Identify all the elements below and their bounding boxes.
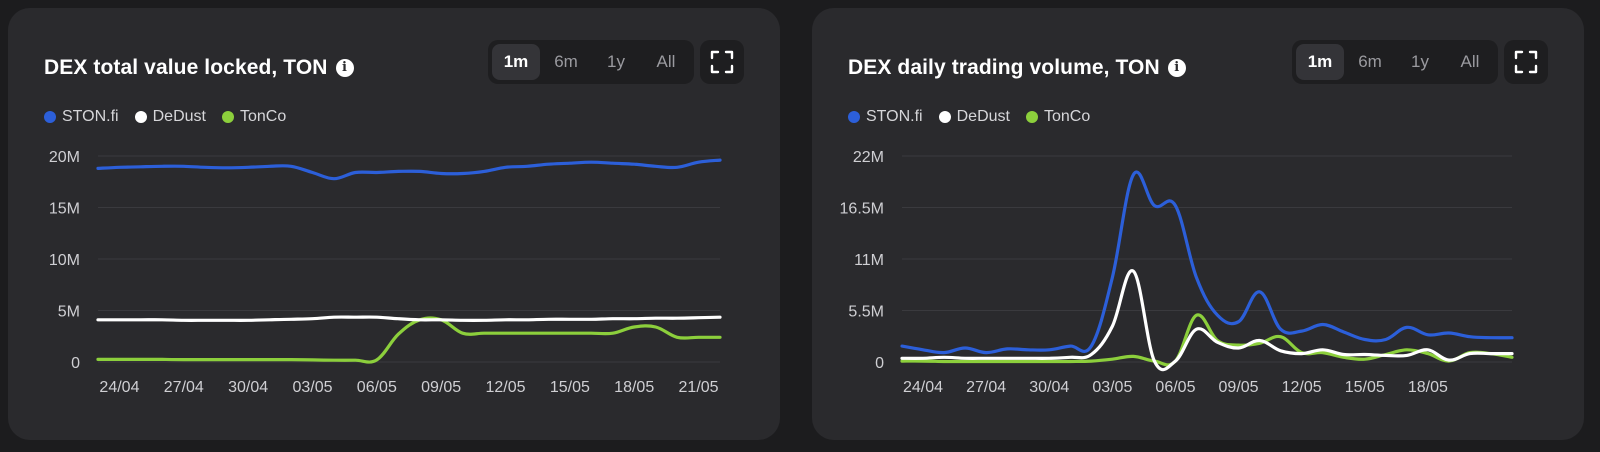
x-tick-label: 21/05 [679, 379, 719, 396]
legend-dot-ston-fi [848, 111, 860, 123]
tvl-period-selector: 1m 6m 1y All [488, 40, 694, 84]
period-all-button[interactable]: All [656, 52, 676, 71]
legend-label: DeDust [956, 108, 1010, 125]
y-tick-label: 16.5M [840, 201, 884, 218]
period-1y-button[interactable]: 1y [1411, 52, 1429, 71]
legend-dot-dedust [134, 111, 147, 123]
info-icon[interactable]: i [1167, 59, 1186, 77]
tvl-line-chart: 0 5M 10M 15M 20M 24/04 27/04 30/04 03/05 06/05 09/… [49, 149, 722, 396]
x-tick-label: 24/04 [903, 379, 943, 396]
volume-title-text: DEX daily trading volume, TON [848, 56, 1160, 79]
legend-label: TonCo [239, 108, 287, 125]
y-tick-label: 11M [854, 252, 884, 269]
info-icon[interactable]: i [335, 59, 354, 77]
tonco-line [900, 313, 1514, 367]
x-tick-label: 09/05 [1219, 379, 1259, 396]
fullscreen-icon [1514, 50, 1538, 74]
volume-chart-title: DEX daily trading volume, TON i [848, 56, 1186, 80]
x-tick-label: 12/05 [1282, 379, 1322, 396]
period-all-button[interactable]: All [1460, 52, 1480, 71]
y-tick-label: 0 [875, 355, 884, 372]
tvl-chart-title: DEX total value locked, TON i [44, 56, 354, 80]
dedust-line [96, 315, 722, 322]
legend-label: STON.fi [62, 108, 119, 125]
x-tick-label: 24/04 [99, 379, 139, 396]
legend-item-dedust[interactable]: DeDust [938, 108, 1010, 126]
tonco-line [96, 316, 722, 364]
legend-item-dedust[interactable]: DeDust [134, 108, 206, 126]
x-tick-label: 30/04 [228, 379, 268, 396]
volume-legend: STON.fi DeDust TonCo [848, 108, 1090, 126]
y-tick-label: 22M [853, 149, 884, 166]
x-tick-label: 18/05 [1408, 379, 1448, 396]
tvl-card: DEX total value locked, TON i 1m 6m 1y A… [8, 8, 780, 440]
ston-fi-line [96, 158, 722, 181]
legend-item-ston-fi[interactable]: STON.fi [44, 108, 119, 126]
legend-item-ston-fi[interactable]: STON.fi [848, 108, 923, 126]
x-tick-label: 15/05 [550, 379, 590, 396]
y-tick-label: 10M [49, 252, 80, 269]
legend-item-tonco[interactable]: TonCo [1025, 108, 1091, 126]
dedust-line [900, 269, 1514, 372]
x-tick-label: 27/04 [966, 379, 1006, 396]
x-tick-label: 15/05 [1345, 379, 1385, 396]
volume-card: DEX daily trading volume, TON i 1m 6m 1y… [812, 8, 1584, 440]
fullscreen-button[interactable] [700, 40, 744, 84]
legend-item-tonco[interactable]: TonCo [221, 108, 287, 126]
tvl-legend: STON.fi DeDust TonCo [44, 108, 286, 126]
x-tick-label: 03/05 [292, 379, 332, 396]
period-6m-button[interactable]: 6m [1358, 52, 1382, 71]
y-tick-label: 20M [49, 149, 80, 166]
y-tick-label: 15M [49, 201, 80, 218]
legend-dot-ston-fi [44, 111, 56, 123]
x-tick-label: 06/05 [357, 379, 397, 396]
x-tick-label: 09/05 [421, 379, 461, 396]
legend-dot-dedust [938, 111, 951, 123]
y-tick-label: 5M [58, 304, 80, 321]
legend-dot-tonco [1025, 111, 1038, 123]
y-tick-label: 0 [71, 355, 80, 372]
period-1y-button[interactable]: 1y [607, 52, 625, 71]
period-6m-button[interactable]: 6m [554, 52, 578, 71]
x-tick-label: 18/05 [614, 379, 654, 396]
volume-line-chart: 0 5.5M 11M 16.5M 22M 24/04 27/04 30/04 03/05 06/0… [840, 149, 1514, 396]
tvl-title-text: DEX total value locked, TON [44, 56, 328, 79]
x-tick-label: 12/05 [485, 379, 525, 396]
x-tick-label: 27/04 [164, 379, 204, 396]
fullscreen-icon [710, 50, 734, 74]
legend-label: STON.fi [866, 108, 923, 125]
legend-label: DeDust [152, 108, 206, 125]
y-tick-label: 5.5M [848, 304, 884, 321]
legend-dot-tonco [221, 111, 234, 123]
ston-fi-line [900, 170, 1514, 355]
legend-label: TonCo [1043, 108, 1091, 125]
x-tick-label: 06/05 [1155, 379, 1195, 396]
x-tick-label: 03/05 [1092, 379, 1132, 396]
x-tick-label: 30/04 [1029, 379, 1069, 396]
fullscreen-button[interactable] [1504, 40, 1548, 84]
volume-period-selector: 1m 6m 1y All [1292, 40, 1498, 84]
period-1m-button[interactable]: 1m [492, 44, 540, 80]
period-1m-button[interactable]: 1m [1296, 44, 1344, 80]
